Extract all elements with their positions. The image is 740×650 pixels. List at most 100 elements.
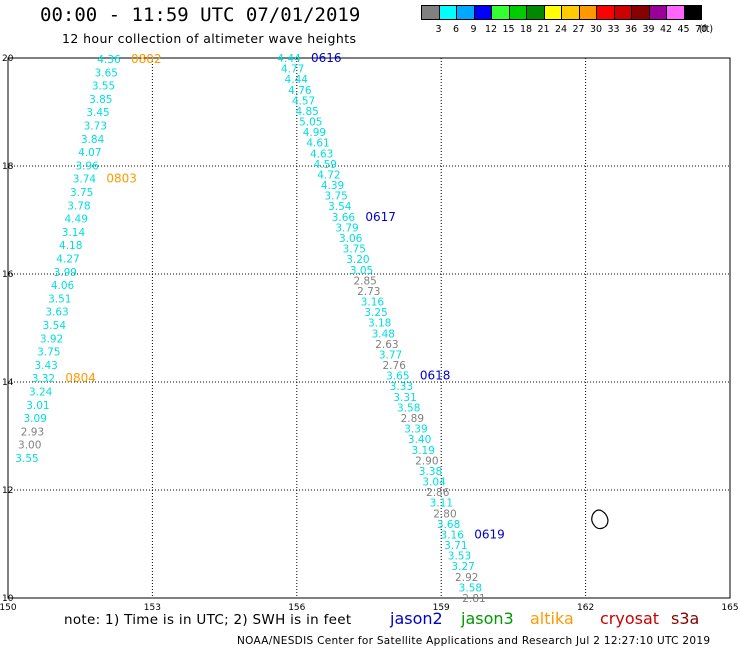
legend-label-12: 12 [484, 24, 498, 35]
satellite-label-jason2: jason2 [390, 609, 443, 628]
jason2-track-swh-value: 3.27 [451, 561, 474, 573]
legend-label-15: 15 [502, 24, 515, 35]
page-subtitle: 12 hour collection of altimeter wave hei… [62, 31, 357, 46]
island-outline [591, 509, 609, 530]
jason2-track-swh-value: 5.05 [299, 117, 322, 129]
altika-track-swh-value: 3.92 [40, 333, 63, 345]
jason2-track-swh-value: 4.63 [310, 148, 333, 160]
altika-track-swh-value: 3.00 [18, 440, 41, 452]
jason2-track-time-label: 0616 [311, 51, 342, 65]
legend-swatch-70 [683, 5, 702, 20]
jason2-track-swh-value: 3.39 [404, 424, 427, 436]
altika-track-swh-value: 4.49 [65, 214, 88, 226]
jason2-track-swh-value: 3.77 [379, 349, 402, 361]
legend-label-6: 6 [452, 24, 460, 35]
jason2-track-swh-value: 4.44 [277, 53, 301, 65]
jason2-track-swh-value: 4.72 [317, 169, 340, 181]
jason2-track-time-label: 0619 [474, 527, 505, 541]
legend-label-42: 42 [659, 24, 673, 35]
altika-track-time-label: 0802 [131, 52, 162, 66]
legend-label-39: 39 [642, 24, 655, 35]
lon-tick-label-165: 165 [721, 603, 738, 613]
altika-track-swh-value: 3.75 [70, 187, 93, 199]
altika-track-swh-value: 4.18 [59, 240, 82, 252]
legend-label-36: 36 [624, 24, 638, 35]
lon-tick-label-162: 162 [577, 603, 594, 613]
lat-tick-label-12: 12 [2, 486, 13, 496]
jason2-track-swh-value: 3.20 [346, 254, 369, 266]
altika-track-swh-value: 3.73 [84, 121, 107, 133]
jason2-track-swh-value: 2.92 [455, 572, 478, 584]
jason2-track-swh-value: 2.90 [415, 455, 438, 467]
altika-track-swh-value: 4.07 [78, 147, 101, 159]
altika-track-swh-value: 3.75 [37, 347, 60, 359]
lat-tick-label-14: 14 [2, 378, 14, 388]
jason2-track-swh-value: 3.33 [390, 381, 413, 393]
legend-label-30: 30 [589, 24, 603, 35]
lon-tick-label-156: 156 [288, 603, 305, 613]
altika-track-swh-value: 3.85 [89, 94, 112, 106]
jason2-track-swh-value: 2.63 [375, 339, 398, 351]
page-title: 00:00 - 11:59 UTC 07/01/2019 [40, 4, 361, 26]
jason2-track-swh-value: 3.75 [343, 244, 366, 256]
lat-tick-label-20: 20 [2, 54, 14, 64]
footer-credit: NOAA/NESDIS Center for Satellite Applica… [237, 635, 711, 647]
altika-track-swh-value: 3.51 [48, 293, 71, 305]
jason2-track-swh-value: 4.99 [303, 127, 326, 139]
satellite-label-s3a: s3a [671, 609, 700, 628]
jason2-track-swh-value: 4.57 [292, 95, 315, 107]
legend-label-3: 3 [435, 24, 442, 35]
jason2-track-swh-value: 3.38 [419, 466, 442, 478]
jason2-track-swh-value: 2.86 [426, 487, 450, 499]
lon-tick-label-153: 153 [144, 603, 161, 613]
altika-track-time-label: 0804 [65, 371, 96, 385]
altika-track-swh-value: 3.78 [67, 200, 90, 212]
altika-track-swh-value: 3.74 [73, 174, 97, 186]
jason2-track-swh-value: 3.58 [459, 582, 482, 594]
jason2-track-swh-value: 4.39 [321, 180, 344, 192]
jason2-track-swh-value: 4.44 [285, 74, 309, 86]
jason2-track-swh-value: 3.06 [339, 233, 363, 245]
jason2-track-swh-value: 3.53 [448, 551, 471, 563]
legend-label-33: 33 [607, 24, 620, 35]
satellite-label-cryosat: cryosat [600, 609, 660, 628]
jason2-track-time-label: 0618 [420, 369, 451, 383]
jason2-track-swh-value: 3.16 [361, 297, 385, 309]
jason2-track-swh-value: 3.79 [335, 222, 358, 234]
map-frame [7, 57, 731, 599]
altika-track-swh-value: 3.09 [24, 413, 47, 425]
jason2-track-swh-value: 2.76 [383, 360, 407, 372]
legend-label-21: 21 [537, 24, 550, 35]
jason2-track-swh-value: 3.16 [441, 529, 465, 541]
altika-track-swh-value: 4.06 [51, 280, 75, 292]
satellite-label-altika: altika [530, 609, 574, 628]
jason2-track-swh-value: 3.66 [332, 212, 356, 224]
jason2-track-swh-value: 3.18 [368, 318, 391, 330]
legend-label-45: 45 [677, 24, 690, 35]
lat-tick-label-16: 16 [2, 270, 14, 280]
legend-label-27: 27 [572, 24, 585, 35]
altika-track-swh-value: 3.55 [92, 81, 115, 93]
altika-track-swh-value: 3.84 [81, 134, 105, 146]
jason2-track-swh-value: 3.48 [372, 328, 395, 340]
jason2-track-swh-value: 3.25 [364, 307, 387, 319]
legend-label-24: 24 [554, 24, 568, 35]
altika-track-swh-value: 3.01 [26, 400, 49, 412]
altika-track-swh-value: 3.99 [54, 267, 77, 279]
altika-track-swh-value: 2.93 [21, 426, 44, 438]
legend-label-9: 9 [470, 24, 477, 35]
jason2-track-swh-value: 2.80 [433, 508, 456, 520]
altika-track-swh-value: 3.54 [43, 320, 67, 332]
lon-tick-label-159: 159 [433, 603, 450, 613]
jason2-track-swh-value: 2.73 [357, 286, 380, 298]
altika-track-swh-value: 3.65 [95, 67, 118, 79]
jason2-track-swh-value: 3.68 [437, 519, 460, 531]
jason2-track-swh-value: 3.31 [393, 392, 416, 404]
jason2-track-swh-value: 3.75 [324, 191, 347, 203]
jason2-track-swh-value: 2.81 [462, 593, 485, 605]
jason2-track-swh-value: 4.61 [306, 138, 329, 150]
jason2-track-swh-value: 3.65 [386, 371, 409, 383]
jason2-track-time-label: 0617 [365, 210, 396, 224]
altika-track-swh-value: 4.36 [97, 54, 121, 66]
